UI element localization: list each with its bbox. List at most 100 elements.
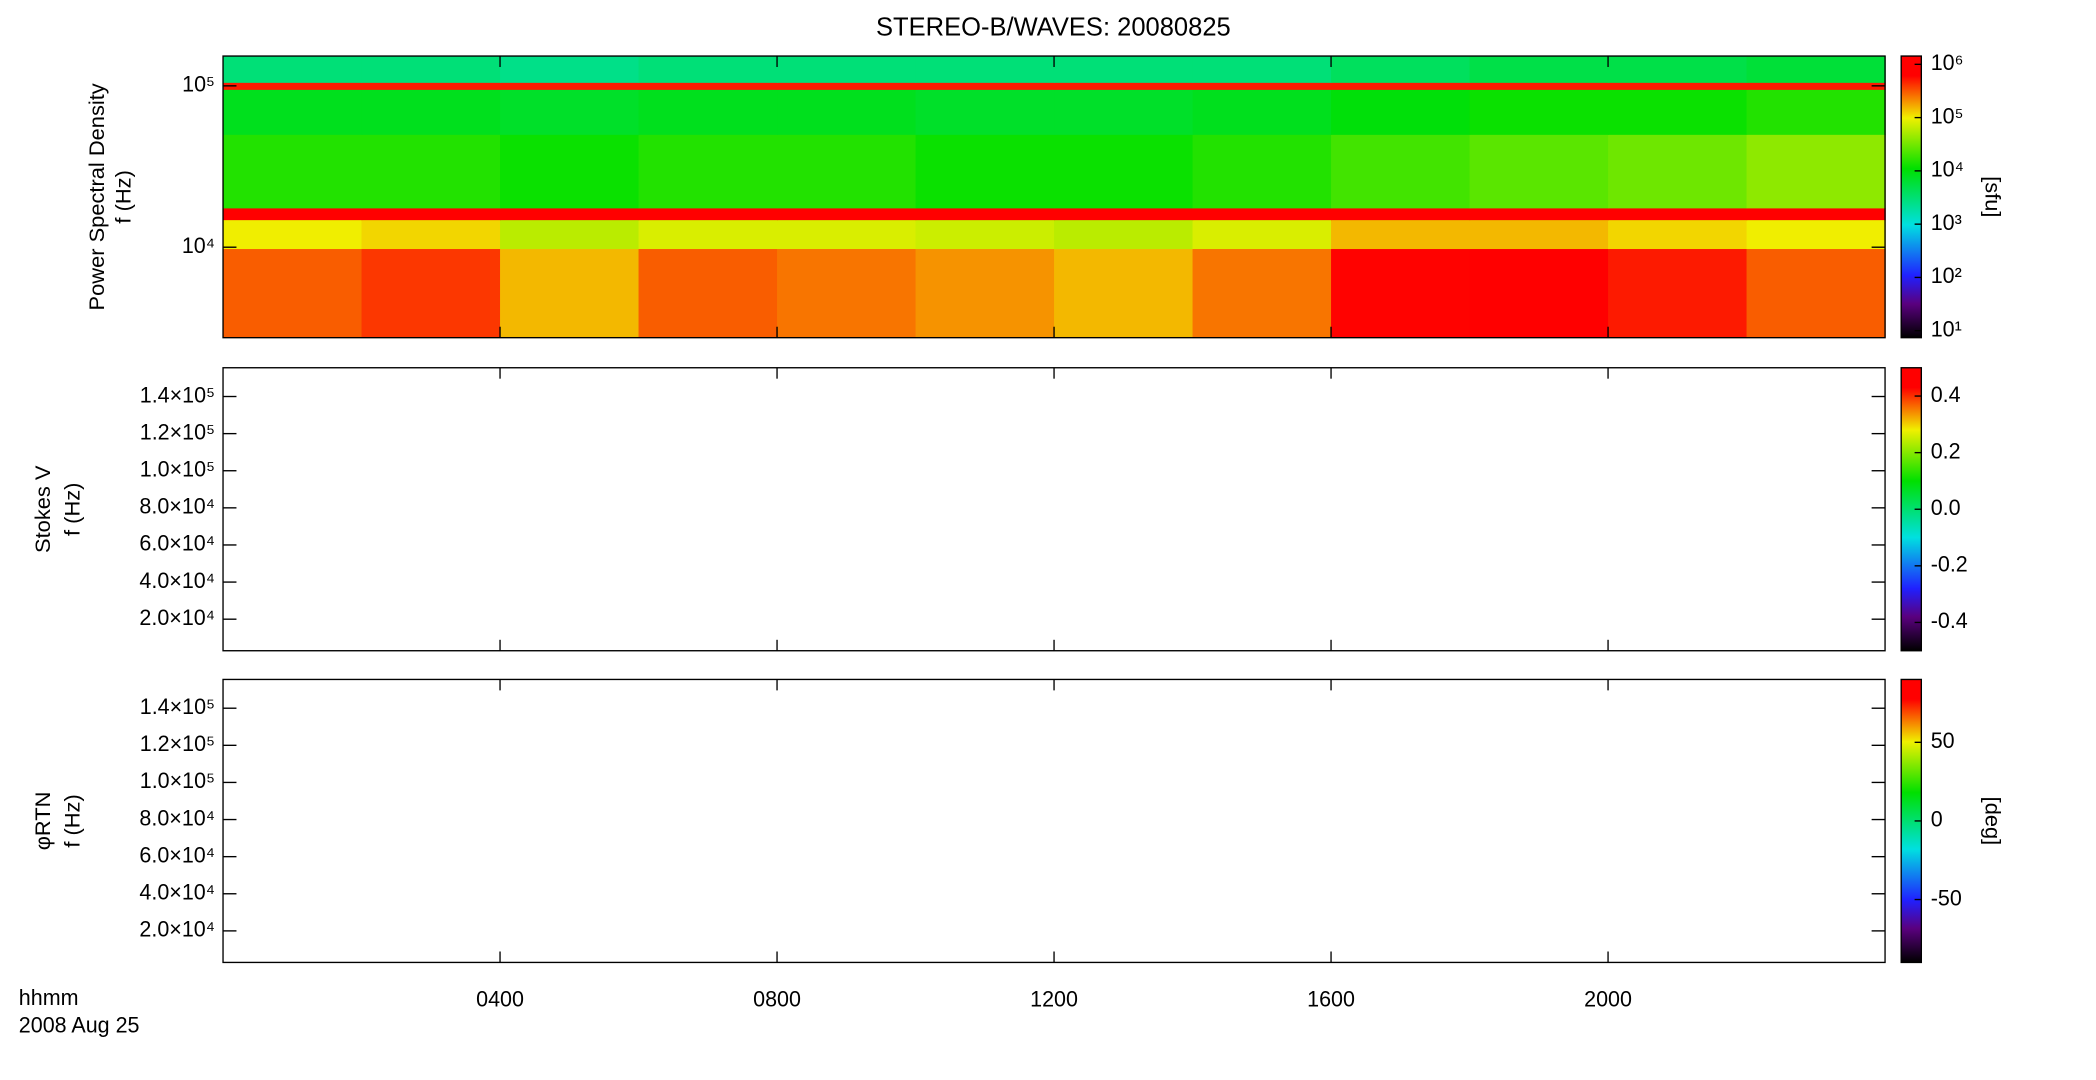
y-tick-label: 10⁴ [182, 233, 215, 258]
heatmap-cell [1054, 207, 1194, 221]
heatmap-cell [1054, 89, 1194, 135]
colorbar-tick-label: 10² [1931, 263, 1962, 288]
x-tick-label: 1200 [1030, 986, 1078, 1011]
heatmap-cell [1331, 89, 1471, 135]
colorbar-tick-label: 10¹ [1931, 316, 1962, 341]
y-tick-label: 1.4×10⁵ [140, 382, 215, 407]
heatmap-cell [1192, 207, 1332, 221]
heatmap-cell [1331, 56, 1471, 83]
y-tick-label: 2.0×10⁴ [139, 916, 215, 941]
heatmap-cell [1746, 134, 1886, 209]
heatmap-cell [1054, 248, 1194, 339]
heatmap-cell [361, 134, 501, 209]
heatmap-cell [638, 207, 778, 221]
heatmap-cell [1746, 56, 1886, 83]
chart-title: STEREO-B/WAVES: 20080825 [876, 13, 1231, 41]
heatmap-cell [500, 248, 640, 339]
heatmap-cell [1054, 219, 1194, 250]
heatmap-cell [361, 56, 501, 83]
heatmap-cell [223, 82, 363, 90]
colorbar-tick-label: -50 [1931, 885, 1962, 910]
heatmap-cell [777, 219, 917, 250]
heatmap-cell [638, 82, 778, 90]
heatmap-cell [777, 89, 917, 135]
heatmap-cell [223, 219, 363, 250]
heatmap-cell [777, 56, 917, 83]
colorbar [1900, 55, 1923, 339]
heatmap-cell [1746, 248, 1886, 339]
colorbar-tick-label: -0.4 [1931, 608, 1968, 633]
heatmap-cell [223, 248, 363, 339]
colorbar-tick-label: 10³ [1931, 210, 1962, 235]
heatmap-cell [638, 248, 778, 339]
heatmap-cell [1192, 134, 1332, 209]
heatmap-cell [361, 248, 501, 339]
heatmap-cell [223, 89, 363, 135]
heatmap-cell [1608, 219, 1748, 250]
y-axis-label: f (Hz) [60, 483, 85, 536]
heatmap-cell [1192, 248, 1332, 339]
heatmap-cell [1192, 219, 1332, 250]
heatmap-cell [1469, 89, 1609, 135]
heatmap-cell [638, 56, 778, 83]
heatmap-cell [1469, 219, 1609, 250]
heatmap-cell [361, 207, 501, 221]
heatmap-cell [1469, 56, 1609, 83]
colorbar-tick-label: 50 [1931, 728, 1955, 753]
y-tick-label: 8.0×10⁴ [139, 805, 215, 830]
colorbar-tick-label: -0.2 [1931, 551, 1968, 576]
heatmap-cell [1331, 134, 1471, 209]
colorbar-tick-label: 0 [1931, 807, 1943, 832]
heatmap-cell [1469, 248, 1609, 339]
heatmap-cell [1192, 56, 1332, 83]
heatmap-cell [915, 56, 1055, 83]
y-tick-label: 1.4×10⁵ [140, 694, 215, 719]
heatmap-cell [1746, 82, 1886, 90]
y-axis-label: f (Hz) [111, 170, 136, 223]
y-tick-label: 4.0×10⁴ [139, 879, 215, 904]
heatmap-cell [1331, 82, 1471, 90]
heatmap-cell [500, 82, 640, 90]
heatmap-cell [1054, 82, 1194, 90]
heatmap-cell [1331, 248, 1471, 339]
heatmap-cell [915, 134, 1055, 209]
heatmap-cell [638, 134, 778, 209]
y-axis-label: φRTN [30, 792, 55, 851]
y-tick-label: 2.0×10⁴ [139, 605, 215, 630]
colorbar-label: [deg] [1981, 797, 2006, 846]
y-tick-label: 1.0×10⁵ [140, 456, 215, 481]
heatmap-cell [500, 134, 640, 209]
y-tick-label: 1.2×10⁵ [140, 419, 215, 444]
heatmap-cell [915, 248, 1055, 339]
heatmap-cell [777, 207, 917, 221]
heatmap-cell [361, 219, 501, 250]
y-tick-label: 4.0×10⁴ [139, 568, 215, 593]
heatmap-cell [223, 134, 363, 209]
y-tick-label: 1.2×10⁵ [140, 731, 215, 756]
heatmap-cell [1608, 134, 1748, 209]
heatmap-cell [361, 82, 501, 90]
x-tick-label: 0400 [476, 986, 524, 1011]
heatmap-cell [500, 56, 640, 83]
heatmap-cell [1054, 56, 1194, 83]
y-axis-label: Stokes V [30, 465, 55, 553]
x-tick-label: 0800 [753, 986, 801, 1011]
heatmap-cell [1608, 207, 1748, 221]
heatmap-cell [1331, 207, 1471, 221]
heatmap-cell [1746, 207, 1886, 221]
y-tick-label: 8.0×10⁴ [139, 493, 215, 518]
heatmap-cell [361, 89, 501, 135]
x-axis-label: hhmm [19, 985, 79, 1010]
plot-frame [222, 367, 1886, 652]
x-tick-label: 1600 [1307, 986, 1355, 1011]
heatmap-cell [223, 207, 363, 221]
heatmap-cell [777, 82, 917, 90]
colorbar-tick-label: 0.0 [1931, 495, 1961, 520]
heatmap-cell [223, 56, 363, 83]
colorbar-tick-label: 10⁶ [1931, 50, 1964, 75]
heatmap-cell [638, 219, 778, 250]
heatmap-cell [1469, 207, 1609, 221]
heatmap-cell [1746, 219, 1886, 250]
y-axis-label: f (Hz) [60, 794, 85, 847]
